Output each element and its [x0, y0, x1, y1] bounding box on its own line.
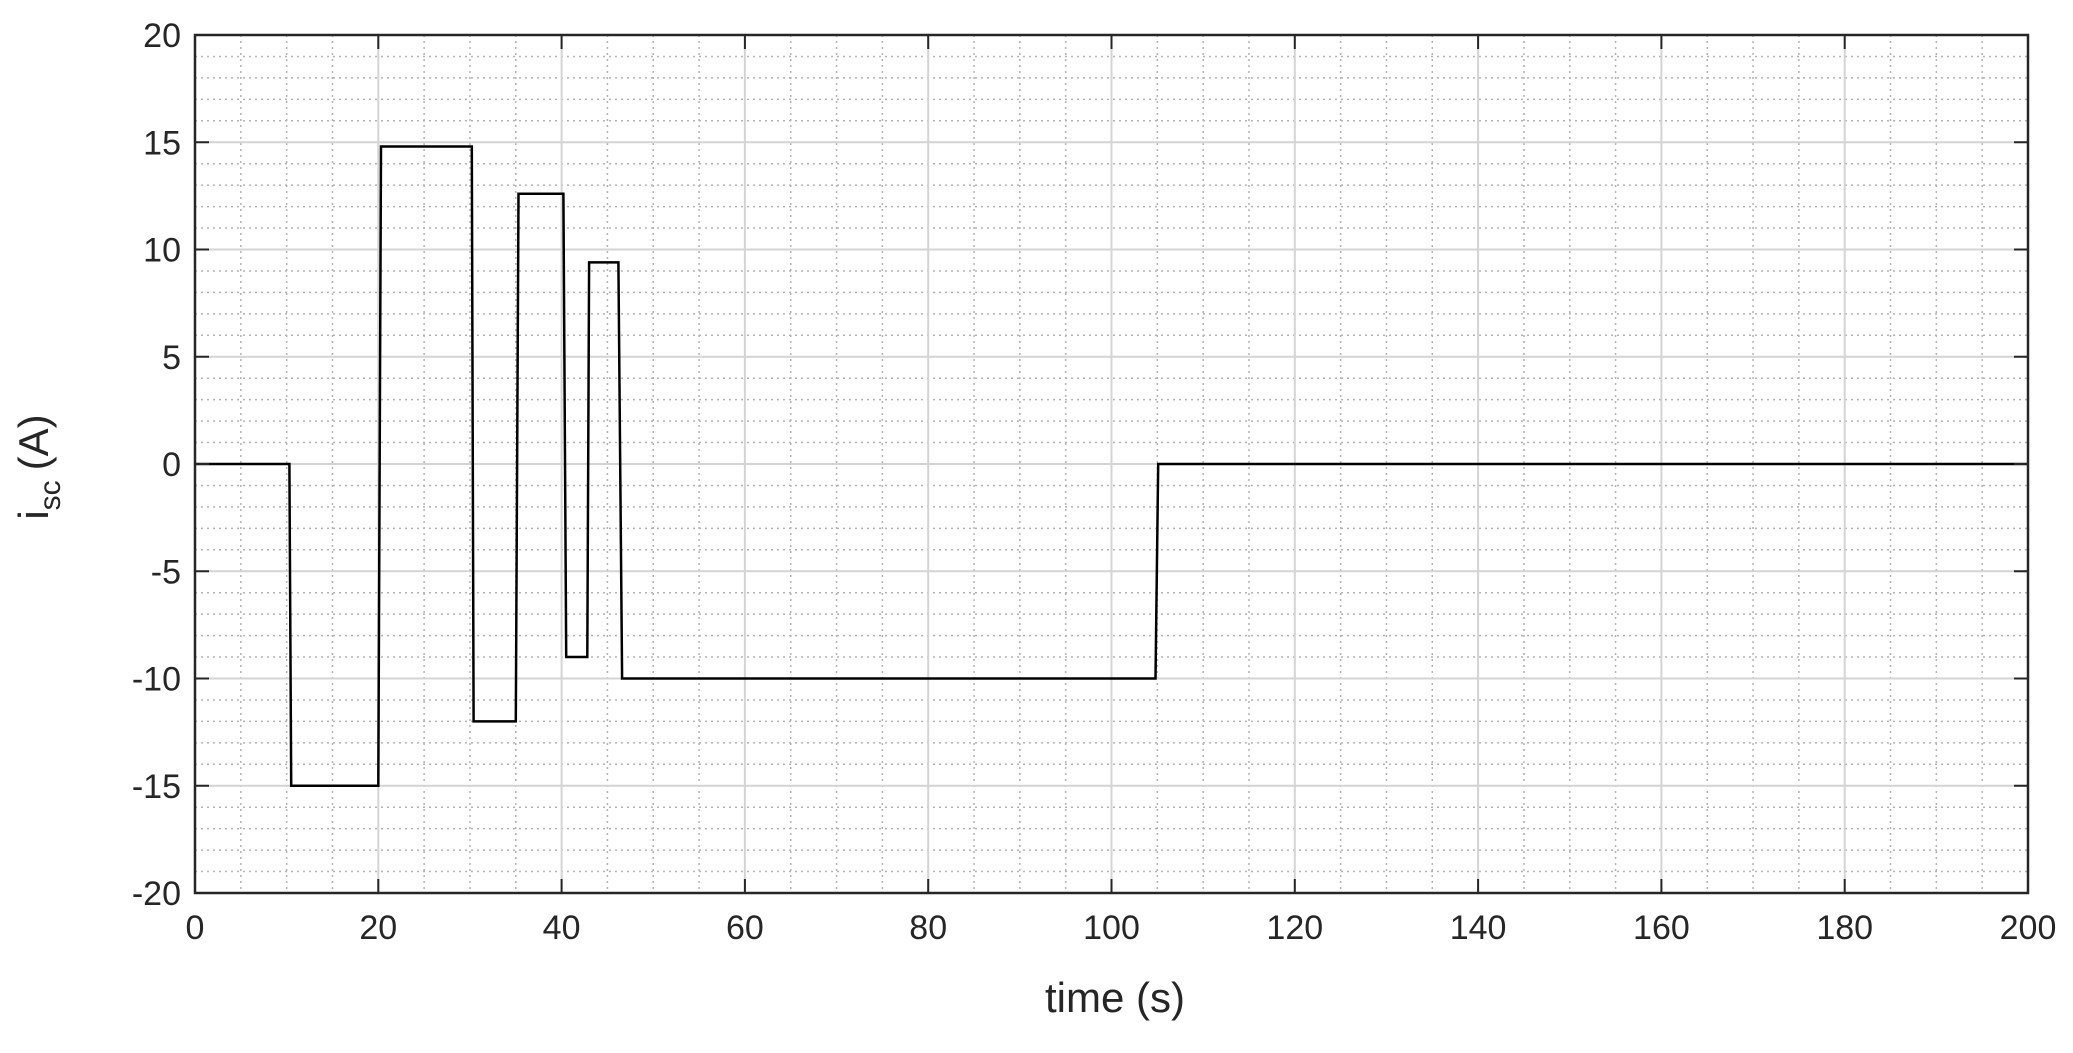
x-tick-labels: 0 20 40 60 80 100 120 140 160 180 200 [186, 909, 2057, 947]
x-axis-label: time (s) [1045, 974, 1185, 1021]
x-tick-label: 180 [1816, 909, 1873, 947]
x-tick-label: 60 [726, 909, 764, 947]
svg-text:isc(A): isc (A) [10, 414, 67, 519]
y-axis-label-unit: (A) [10, 414, 57, 470]
x-tick-label: 0 [186, 909, 205, 947]
x-tick-label: 140 [1450, 909, 1507, 947]
x-tick-label: 200 [2000, 909, 2057, 947]
x-tick-label: 160 [1633, 909, 1690, 947]
x-tick-label: 100 [1083, 909, 1140, 947]
x-tick-label: 40 [543, 909, 581, 947]
y-tick-label: 5 [162, 339, 181, 377]
y-tick-label: -15 [132, 768, 181, 806]
y-axis-label: isc (A) [10, 414, 67, 519]
series-line-0 [195, 145, 2028, 788]
axes-frame [193, 33, 2030, 895]
y-axis-label-subscript: sc [34, 480, 67, 510]
y-tick-label: -20 [132, 875, 181, 913]
y-tick-label: 10 [143, 232, 181, 270]
y-tick-label: 0 [162, 446, 181, 484]
y-tick-label: -5 [151, 553, 181, 591]
y-tick-labels: -20 -15 -10 -5 0 5 10 15 20 [132, 17, 181, 913]
y-tick-label: 20 [143, 17, 181, 55]
x-tick-label: 120 [1266, 909, 1323, 947]
x-tick-label: 20 [359, 909, 397, 947]
y-tick-label: -10 [132, 661, 181, 699]
y-axis-label-main: i [10, 510, 57, 519]
minor-grid [195, 35, 2028, 893]
y-tick-label: 15 [143, 124, 181, 162]
series-layer [195, 145, 2028, 788]
x-tick-label: 80 [909, 909, 947, 947]
